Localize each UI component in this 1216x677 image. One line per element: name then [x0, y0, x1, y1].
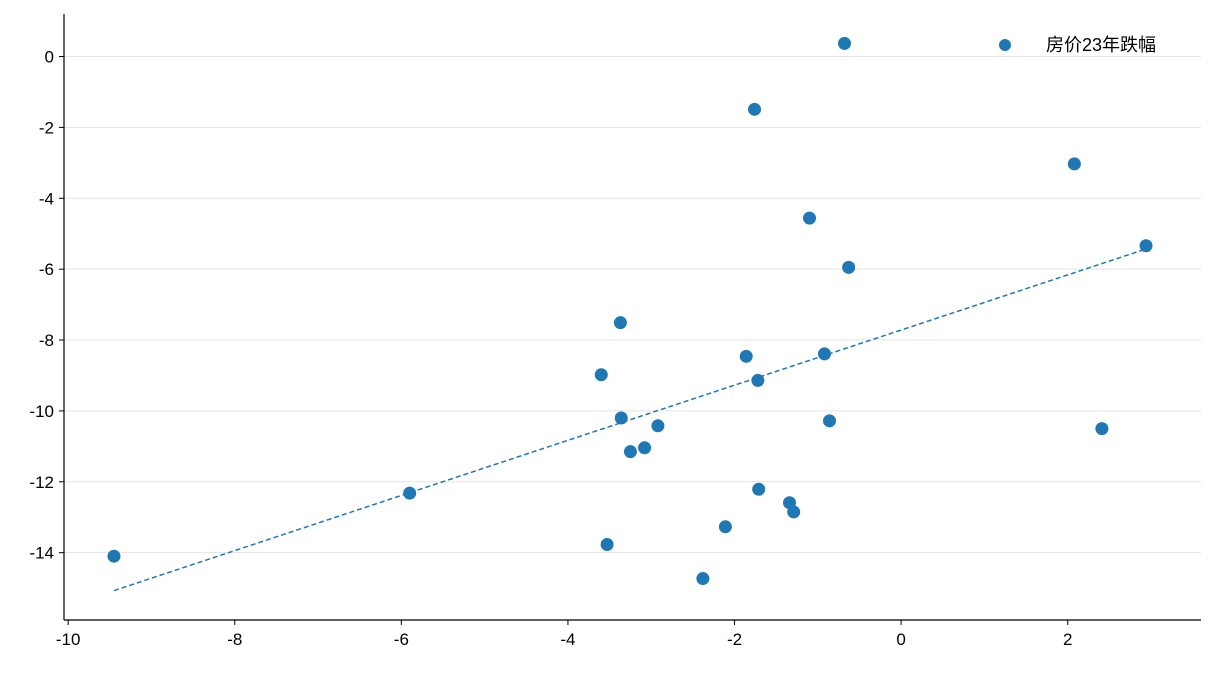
data-point	[614, 411, 628, 425]
data-point	[842, 260, 856, 274]
x-tick-label: -8	[227, 630, 242, 649]
data-point	[739, 349, 753, 363]
data-point	[822, 414, 836, 428]
data-point	[696, 572, 710, 586]
data-point	[837, 36, 851, 50]
data-point	[638, 441, 652, 455]
x-tick-label: -2	[727, 630, 742, 649]
legend: 房价23年跌幅	[999, 35, 1156, 55]
trendline-layer	[113, 248, 1147, 592]
data-point	[787, 505, 801, 519]
y-tick-label: 0	[45, 48, 54, 67]
data-point	[600, 538, 614, 552]
legend-marker	[999, 39, 1011, 51]
y-tick-label: -4	[39, 189, 54, 208]
data-point	[1067, 157, 1081, 171]
grid-layer	[64, 56, 1201, 554]
x-tick-label: -10	[56, 630, 81, 649]
data-point	[651, 419, 665, 433]
data-point	[623, 445, 637, 459]
y-tick-label: -6	[39, 260, 54, 279]
data-point	[1139, 239, 1153, 253]
y-tick-label: -14	[29, 544, 54, 563]
data-point	[752, 482, 766, 496]
x-tick-label: 2	[1063, 630, 1072, 649]
data-points	[107, 36, 1153, 586]
x-tick-label: -6	[394, 630, 409, 649]
data-point	[748, 102, 762, 116]
data-point	[613, 316, 627, 330]
data-point	[403, 486, 417, 500]
x-tick-label: 0	[896, 630, 905, 649]
y-tick-label: -2	[39, 118, 54, 137]
axes: 0 -2 -4 -6 -8 -10 -12 -14 -10 -8 -6 -4 -2 0 2	[29, 14, 1201, 649]
data-point	[107, 549, 121, 563]
y-tick-label: -12	[29, 473, 54, 492]
data-point	[817, 347, 831, 361]
data-point	[1095, 422, 1109, 436]
data-point	[594, 368, 608, 382]
data-point	[751, 373, 765, 387]
x-tick-label: -4	[560, 630, 575, 649]
y-tick-label: -8	[39, 331, 54, 350]
data-point	[718, 520, 732, 534]
y-tick-label: -10	[29, 402, 54, 421]
trendline	[113, 248, 1147, 592]
data-point	[803, 211, 817, 225]
legend-label: 房价23年跌幅	[1046, 35, 1156, 55]
